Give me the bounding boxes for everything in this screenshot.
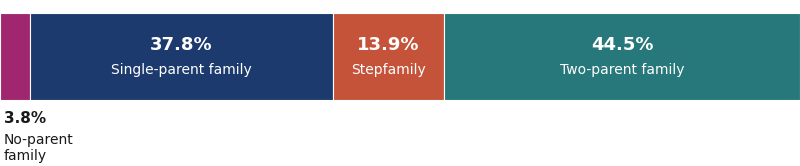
Bar bbox=[333, 13, 444, 100]
Text: No-parent
family: No-parent family bbox=[4, 133, 74, 163]
Text: 13.9%: 13.9% bbox=[357, 36, 420, 54]
Bar bbox=[0, 13, 30, 100]
Bar bbox=[30, 13, 333, 100]
Text: Stepfamily: Stepfamily bbox=[351, 63, 426, 77]
Bar bbox=[444, 13, 800, 100]
Text: 37.8%: 37.8% bbox=[150, 36, 213, 54]
Text: Single-parent family: Single-parent family bbox=[111, 63, 252, 77]
Text: 44.5%: 44.5% bbox=[590, 36, 654, 54]
Text: Two-parent family: Two-parent family bbox=[560, 63, 684, 77]
Text: 3.8%: 3.8% bbox=[4, 111, 46, 126]
